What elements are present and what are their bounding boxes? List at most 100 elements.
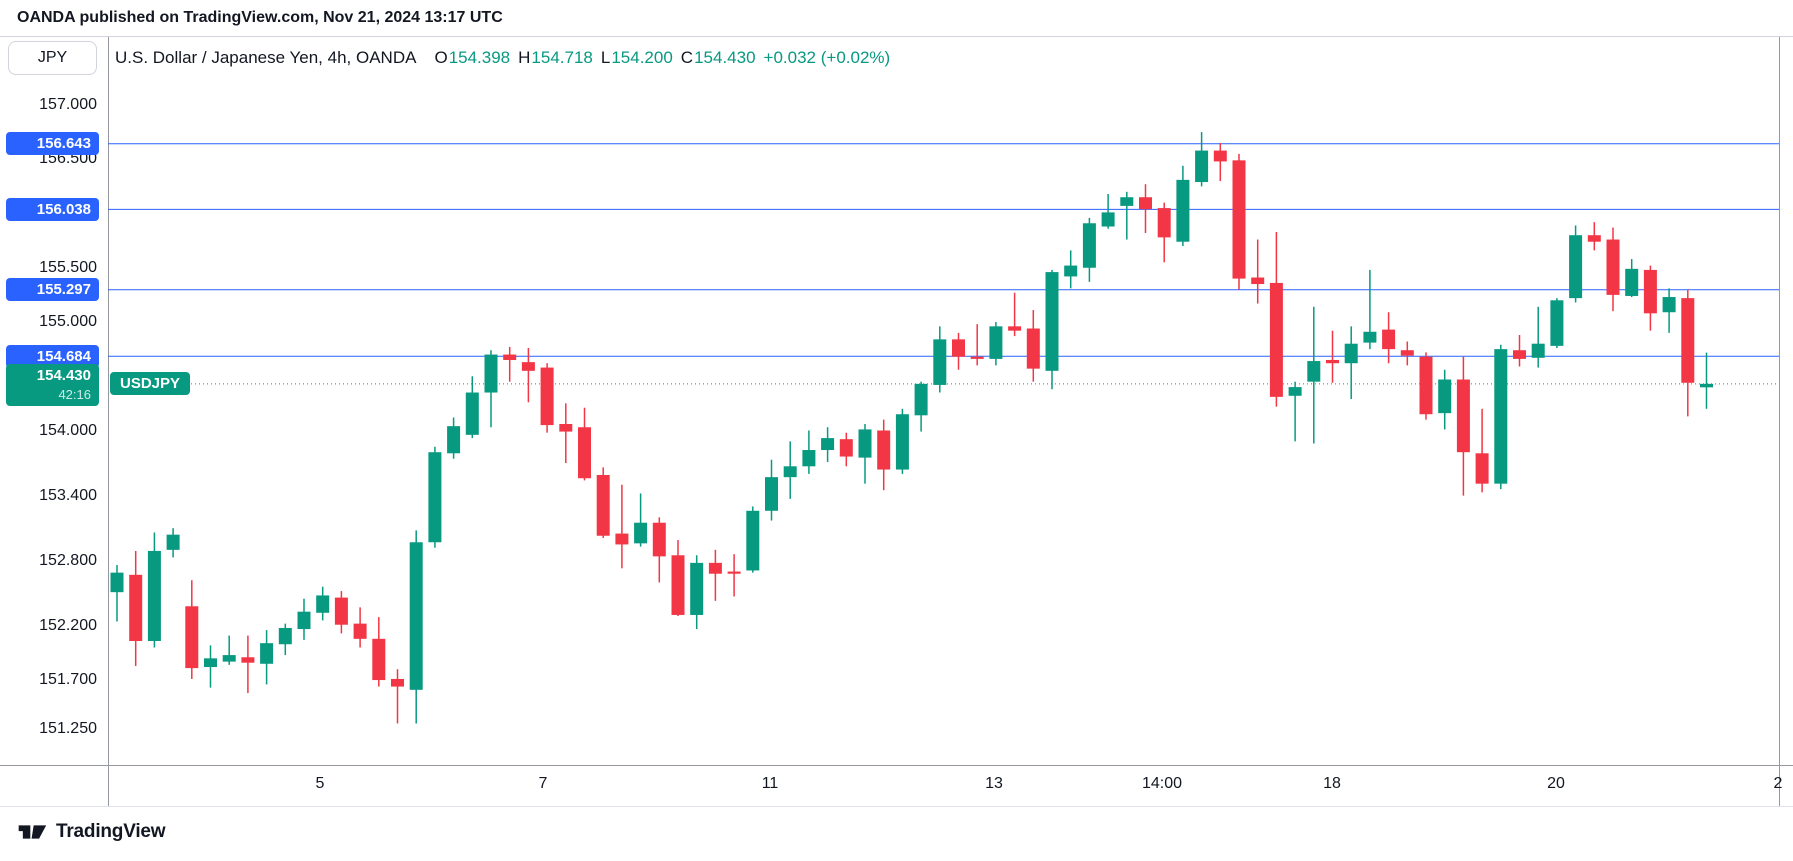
candle-body [989, 326, 1003, 359]
candle-body [1700, 383, 1713, 388]
price-scale-label: 151.250 [39, 719, 97, 737]
candle-body [952, 339, 965, 357]
symbol-title[interactable]: U.S. Dollar / Japanese Yen, 4h, OANDA [115, 48, 417, 67]
candle-body [185, 606, 199, 669]
candle-body [147, 550, 161, 641]
price-scale-label: 152.800 [39, 551, 97, 569]
candle-body [746, 510, 760, 571]
candle-body [1045, 272, 1059, 371]
candle-body [1531, 343, 1545, 358]
candle-body [1643, 269, 1657, 314]
price-scale-label: 152.200 [39, 616, 97, 634]
candle-body [1625, 268, 1639, 296]
chart-legend: U.S. Dollar / Japanese Yen, 4h, OANDA O … [115, 48, 890, 68]
low-label: L [600, 48, 611, 67]
alert-price-badge[interactable]: 155.297 [6, 278, 99, 302]
candle-body [1008, 326, 1022, 331]
candle-body [409, 542, 423, 690]
time-scale-label: 13 [985, 775, 1003, 792]
candle-body [353, 623, 367, 639]
candle-body [671, 555, 685, 615]
candle-body [615, 533, 629, 545]
candle-body [447, 426, 461, 454]
candle-body [1157, 208, 1171, 238]
time-scale-label: 20 [1547, 775, 1565, 792]
close-label: C [680, 48, 694, 67]
candle-body [821, 438, 835, 451]
attribution-text: OANDA published on TradingView.com, Nov … [17, 9, 503, 26]
candle-body [596, 474, 610, 536]
candle-body [783, 466, 797, 478]
candle-body [1026, 328, 1040, 369]
candle-body [297, 611, 311, 630]
candle-body [540, 367, 554, 426]
time-scale-label: 18 [1323, 775, 1341, 792]
price-scale-label: 154.000 [39, 421, 97, 439]
candle-body [204, 658, 217, 668]
candle-body [1438, 379, 1452, 414]
time-scale-label: 2 [1773, 775, 1783, 792]
high-value: 154.718 [531, 48, 593, 67]
candle-body [1344, 343, 1358, 364]
candle-body [222, 655, 236, 662]
candle-body [465, 392, 479, 435]
symbol-button[interactable]: JPY [8, 41, 97, 75]
tradingview-logo-text: TradingView [56, 821, 166, 842]
candle-body [1419, 356, 1433, 415]
candle-body [316, 595, 330, 613]
candle-body [877, 430, 891, 470]
candle-body [1494, 349, 1508, 484]
candle-body [1120, 197, 1134, 206]
time-scale-label: 11 [761, 775, 779, 792]
symbol-price-label-tag[interactable]: USDJPY [110, 371, 191, 395]
time-scale-label: 14:00 [1141, 775, 1183, 792]
candle-body [765, 477, 778, 511]
candle-body [1363, 331, 1377, 343]
candle-body [1082, 223, 1096, 268]
candle-body [1475, 453, 1489, 484]
price-scale-label: 157.000 [39, 96, 97, 113]
price-scale-label: 155.500 [39, 258, 97, 276]
change-value: +0.032 (+0.02%) [763, 48, 891, 67]
price-scale-label: 153.400 [39, 486, 97, 504]
candle-body [1232, 160, 1246, 279]
candle-body [1513, 350, 1526, 359]
tradingview-footer-logo[interactable]: TradingView [17, 819, 166, 845]
candle-body [1195, 150, 1209, 183]
price-scale-label: 155.000 [39, 313, 97, 330]
candle-body [1456, 379, 1470, 453]
candle-body [1606, 239, 1620, 295]
candle-body [578, 427, 591, 479]
time-scale-label: 7 [538, 775, 548, 792]
current-price-badge: 154.430 42:16 [6, 363, 99, 406]
close-value: 154.430 [694, 48, 756, 67]
alert-price-badge[interactable]: 156.643 [6, 132, 99, 156]
candle-body [727, 571, 741, 574]
open-value: 154.398 [448, 48, 511, 67]
candle-body [110, 572, 124, 593]
candle-body [634, 522, 648, 544]
candle-body [914, 383, 928, 416]
price-scale-label: 151.700 [39, 671, 97, 689]
bar-countdown: 42:16 [58, 386, 91, 402]
candle-body [1213, 150, 1227, 162]
candle-body [895, 414, 909, 470]
candle-body [559, 423, 573, 432]
candle-body [1569, 235, 1583, 299]
candle-body [1662, 297, 1676, 313]
candle-body [858, 429, 872, 458]
alert-price-badge[interactable]: 156.038 [6, 197, 99, 221]
candle-body [129, 574, 143, 641]
candle-body [484, 354, 498, 393]
candle-body [708, 562, 722, 574]
candle-body [1550, 300, 1564, 346]
candle-body [839, 439, 853, 457]
open-label: O [434, 48, 448, 67]
candle-body [372, 638, 386, 681]
candle-body [391, 678, 404, 687]
candle-body [970, 356, 984, 359]
candle-body [1288, 387, 1302, 396]
alert-price-badge[interactable]: 154.684 [6, 344, 99, 368]
